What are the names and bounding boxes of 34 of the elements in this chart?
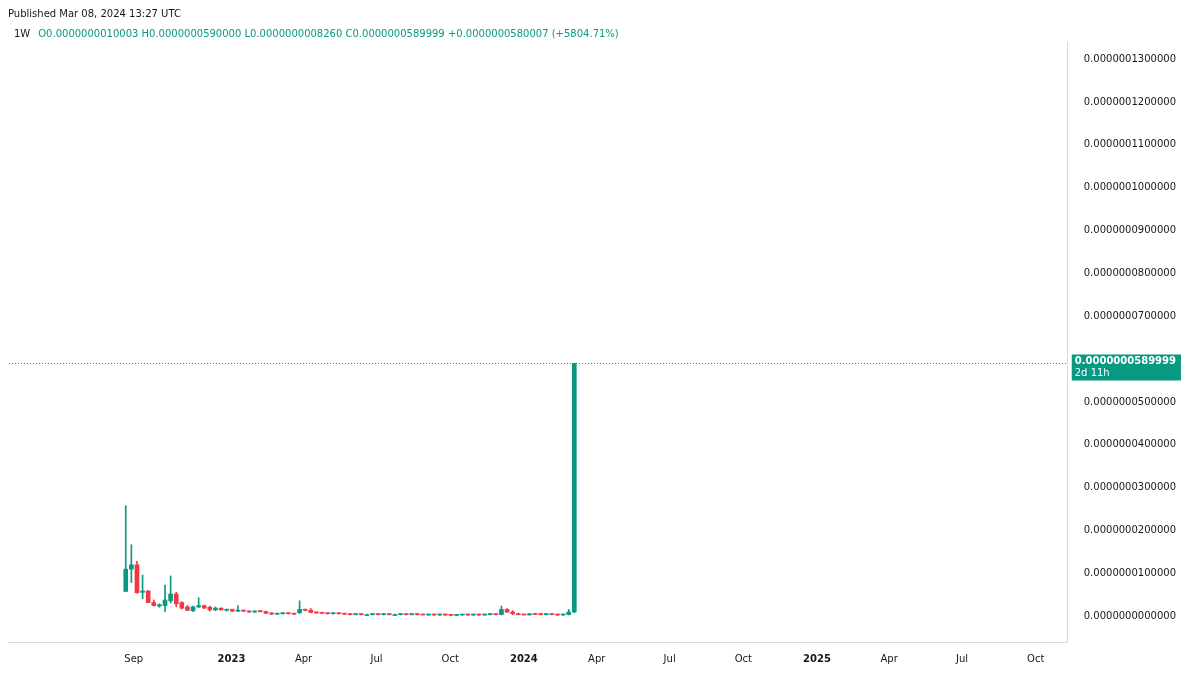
candlestick: [246, 610, 252, 613]
candlestick: [252, 610, 258, 613]
text: Published Mar 08, 2024 13:27 UTC: [8, 8, 182, 21]
chart-title: 1W: [14, 28, 31, 39]
x-tick-label: Jul: [662, 652, 676, 664]
x-tick-label: 2025: [803, 652, 831, 664]
y-tick-label: 0.0000000100000: [1083, 567, 1177, 579]
y-tick-label: 0.0000000500000: [1083, 395, 1177, 407]
x-tick-label: Oct: [1027, 652, 1045, 664]
x-tick-label: 2024: [509, 652, 538, 664]
y-tick-label: 0.0000000000000: [1083, 609, 1177, 621]
text: 2d 11h: [1074, 367, 1110, 379]
y-tick-label: 0.0000001000000: [1083, 181, 1177, 193]
x-tick-label: Oct: [734, 652, 753, 664]
x-tick-label: Apr: [588, 652, 607, 664]
x-tick-label: Jul: [369, 652, 383, 664]
x-tick-label: Sep: [124, 652, 144, 664]
x-tick-label: Oct: [441, 652, 459, 664]
candlestick: [123, 505, 129, 592]
y-tick-label: 0.0000000800000: [1083, 267, 1177, 279]
ref-line-label: 0.0000000589999: [1074, 355, 1176, 367]
x-tick-label: Jul: [954, 652, 969, 664]
x-tick-label: 2023: [217, 652, 246, 664]
y-tick-label: 0.0000000300000: [1083, 481, 1177, 493]
y-tick-label: 0.0000000700000: [1083, 309, 1177, 321]
chart-subtitle: O0.0000000010003 H0.0000000590000 L0.0000000008260 C0.0000000589999 +0.0000000580007 (+5804.71%): [38, 28, 619, 39]
y-tick-label: 0.0000000400000: [1083, 438, 1177, 450]
x-tick-label: Apr: [880, 652, 899, 664]
y-tick-label: 0.0000000900000: [1083, 224, 1177, 236]
y-tick-label: 0.0000000200000: [1083, 524, 1177, 536]
y-tick-label: 0.0000001300000: [1083, 52, 1177, 64]
x-tick-label: Apr: [294, 652, 314, 664]
y-tick-label: 0.0000001100000: [1083, 138, 1177, 150]
y-tick-label: 0.0000001200000: [1083, 95, 1177, 107]
